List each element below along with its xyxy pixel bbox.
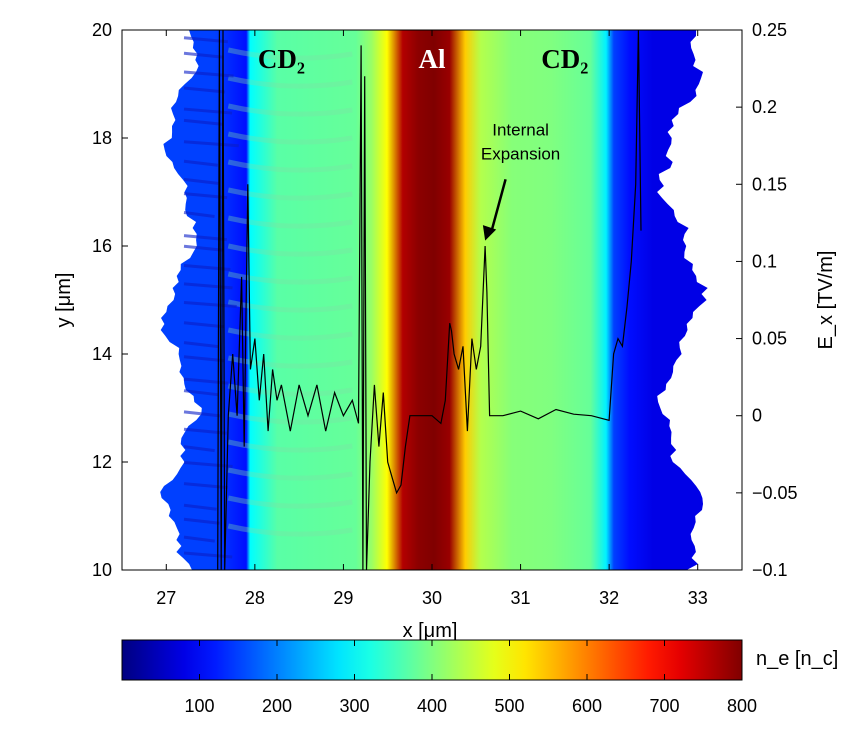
y-left-tick-label: 14 xyxy=(92,344,112,364)
density-streak xyxy=(183,300,237,308)
density-streak xyxy=(183,445,215,453)
colorbar-tick-label: 400 xyxy=(417,696,447,716)
density-streak xyxy=(183,107,233,115)
density-field xyxy=(160,30,708,570)
density-streak xyxy=(183,517,220,525)
density-ripple xyxy=(227,75,353,89)
density-ripple xyxy=(227,411,353,425)
y-axis-right-label: E_x [TV/m] xyxy=(815,251,837,350)
region-label-1: Al xyxy=(419,44,446,74)
annotation-arrow-head xyxy=(482,225,497,241)
y-right-tick-label: 0.25 xyxy=(752,20,787,40)
density-ripple xyxy=(227,159,353,173)
density-ripple xyxy=(227,383,353,397)
x-tick-label: 30 xyxy=(422,588,442,608)
density-streak xyxy=(183,86,226,94)
density-streak xyxy=(183,159,219,167)
density-streak xyxy=(183,177,219,185)
density-ripple xyxy=(227,355,353,369)
region-label-2: CD₂ xyxy=(541,44,588,74)
y-right-tick-label: 0.05 xyxy=(752,329,787,349)
density-ripple xyxy=(227,467,353,481)
density-streak xyxy=(183,410,221,418)
y-right-tick-label: 0.2 xyxy=(752,97,777,117)
x-tick-label: 31 xyxy=(511,588,531,608)
density-streak xyxy=(183,341,219,349)
y-axis-right: −0.1 −0.05 0 0.05 0.1 0.15 0.2 0.25 xyxy=(736,20,798,580)
colorbar-tick-label: 300 xyxy=(339,696,369,716)
region-label-0: CD₂ xyxy=(258,44,305,74)
colorbar-label: n_e [n_c] xyxy=(756,648,838,670)
colorbar-tick-label: 600 xyxy=(572,696,602,716)
ex-series-line-0 xyxy=(217,30,642,570)
density-streak xyxy=(183,51,224,59)
density-streak xyxy=(183,503,217,511)
y-right-tick-label: 0.15 xyxy=(752,174,787,194)
y-right-tick-label: 0 xyxy=(752,406,762,426)
density-streak xyxy=(183,535,215,543)
colorbar-tick-label: 800 xyxy=(727,696,757,716)
y-left-tick-label: 12 xyxy=(92,452,112,472)
density-streak xyxy=(183,140,239,148)
y-axis-left: 10 12 14 16 18 20 xyxy=(92,20,128,580)
y-right-tick-label: −0.1 xyxy=(752,560,788,580)
x-tick-label: 32 xyxy=(599,588,619,608)
ex-series-layer xyxy=(217,30,642,570)
y-left-tick-label: 20 xyxy=(92,20,112,40)
density-ripple xyxy=(227,271,353,285)
y-axis-left-label: y [μm] xyxy=(53,273,75,328)
colorbar-tick-label: 200 xyxy=(262,696,292,716)
y-left-tick-label: 18 xyxy=(92,128,112,148)
density-streak xyxy=(183,70,234,78)
density-ripple xyxy=(227,523,353,537)
annotations: Internal Expansion xyxy=(481,120,560,241)
density-streak xyxy=(183,244,224,252)
density-streak xyxy=(183,389,219,397)
density-ripple xyxy=(227,187,353,201)
y-left-tick-label: 10 xyxy=(92,560,112,580)
density-streak xyxy=(183,282,233,290)
density-ripple xyxy=(227,495,353,509)
x-axis-label: x [μm] xyxy=(403,620,458,642)
annotation-text-0-1: Expansion xyxy=(481,144,560,163)
density-streak xyxy=(183,118,224,126)
plot-area xyxy=(160,30,708,570)
x-tick-label: 29 xyxy=(333,588,353,608)
density-streak xyxy=(183,211,215,219)
density-ripple xyxy=(227,131,353,145)
y-right-tick-label: 0.1 xyxy=(752,251,777,271)
x-tick-label: 33 xyxy=(688,588,708,608)
colorbar-tick-label: 500 xyxy=(494,696,524,716)
density-ripple xyxy=(227,103,353,117)
density-streak xyxy=(183,36,229,44)
density-ripple xyxy=(227,47,353,61)
y-right-tick-label: −0.05 xyxy=(752,483,798,503)
x-tick-label: 27 xyxy=(156,588,176,608)
x-tick-label: 28 xyxy=(245,588,265,608)
y-left-tick-label: 16 xyxy=(92,236,112,256)
density-streak xyxy=(183,427,227,435)
annotation-arrow-shaft xyxy=(489,178,507,233)
density-streak xyxy=(183,355,225,363)
density-streak xyxy=(183,321,225,329)
colorbar-tick-label: 700 xyxy=(649,696,679,716)
colorbar-ticks: 100 200 300 400 500 600 700 800 xyxy=(184,640,757,716)
colorbar-tick-label: 100 xyxy=(184,696,214,716)
density-ripple xyxy=(227,439,353,453)
x-axis: 27 28 29 30 31 32 33 xyxy=(156,30,708,608)
annotation-text-0-0: Internal xyxy=(492,120,549,139)
region-labels: CD₂ Al CD₂ xyxy=(258,44,589,74)
density-ripple xyxy=(227,243,353,257)
density-ripple xyxy=(227,215,353,229)
